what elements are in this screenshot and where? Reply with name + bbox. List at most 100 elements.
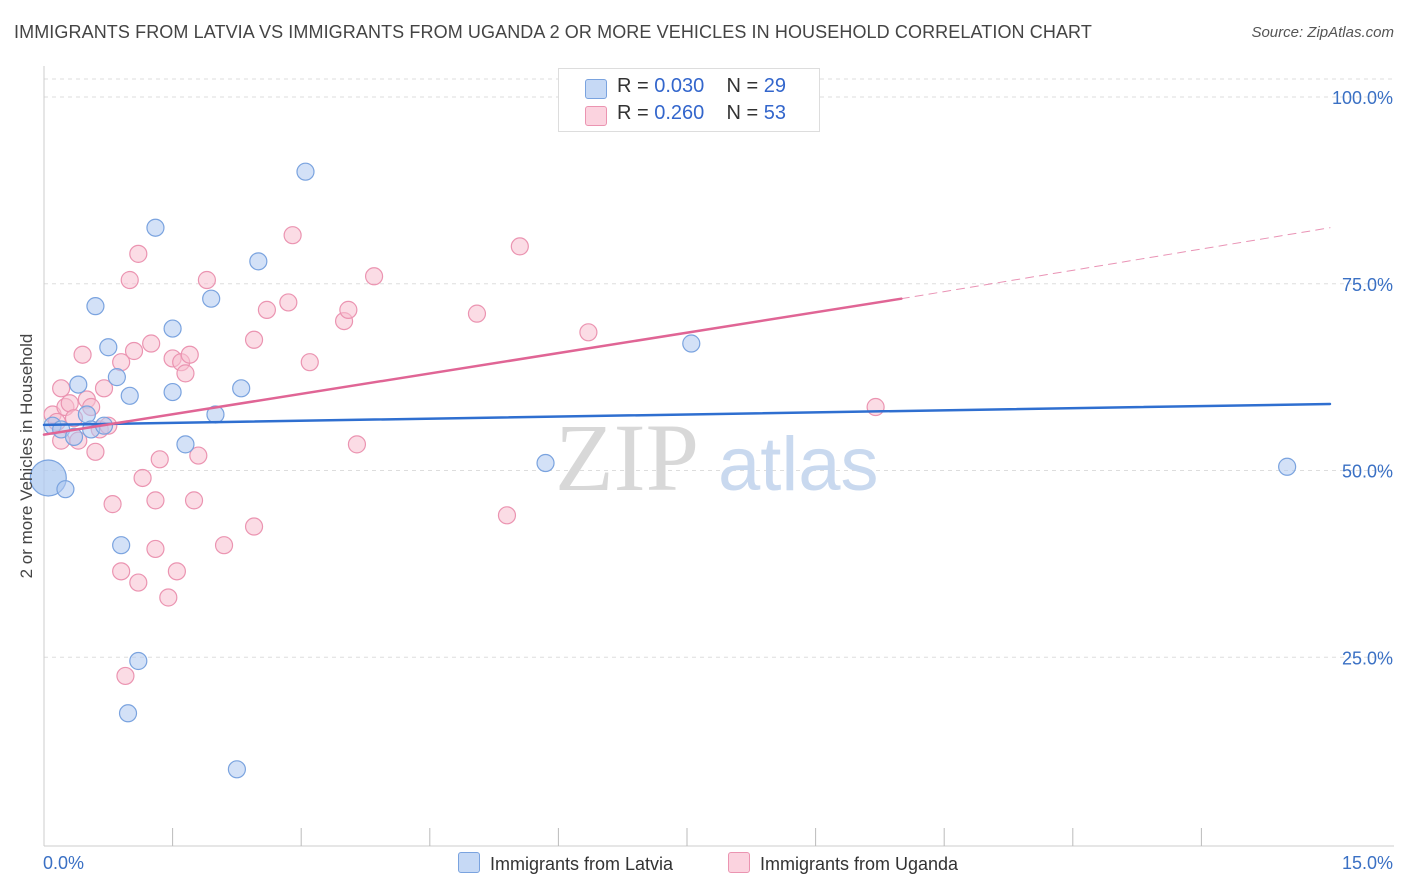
uganda-point <box>257 300 277 319</box>
uganda-point <box>579 323 598 342</box>
tick-labels: 25.0% 50.0% 75.0% 100.0% 0.0% 15.0% <box>43 88 1393 873</box>
watermark-atlas: atlas <box>718 422 879 507</box>
bottom-legend-uganda: Immigrants from Uganda <box>728 852 958 875</box>
legend-latvia-text: R = 0.030 N = 29 <box>617 75 786 98</box>
uganda-point <box>150 450 169 469</box>
uganda-point <box>189 446 208 465</box>
uganda-point <box>467 304 487 323</box>
x-tick-label: 15.0% <box>1342 853 1393 873</box>
watermark-zip: ZIP <box>555 404 699 511</box>
uganda-point <box>197 270 216 290</box>
uganda-point <box>497 506 517 525</box>
latvia-points <box>29 162 1297 779</box>
uganda-point <box>120 270 139 290</box>
uganda-point <box>129 244 148 263</box>
uganda-point <box>103 495 122 514</box>
latvia-point <box>129 651 148 671</box>
bottom-latvia-swatch <box>458 852 480 873</box>
bottom-uganda-label: Immigrants from Uganda <box>760 854 959 874</box>
latvia-point <box>202 289 221 308</box>
legend-uganda-n-value: 53 <box>763 102 787 124</box>
legend-latvia-r-value: 0.030 <box>654 75 705 97</box>
uganda-point <box>347 435 367 454</box>
latvia-point <box>163 319 182 338</box>
uganda-points <box>43 226 885 686</box>
latvia-point <box>56 480 75 499</box>
legend-latvia-n-value: 29 <box>763 75 787 97</box>
uganda-trend-line <box>42 297 903 436</box>
y-tick-label: 50.0% <box>1342 462 1393 482</box>
latvia-point <box>120 386 139 405</box>
latvia-point <box>296 162 315 181</box>
y-tick-label: 25.0% <box>1342 648 1393 668</box>
latvia-point <box>249 252 268 271</box>
latvia-point <box>69 375 88 394</box>
uganda-point <box>279 293 298 312</box>
uganda-point <box>244 330 264 349</box>
correlation-legend: R = 0.030 N = 29 R = 0.260 N = 53 <box>558 68 820 132</box>
uganda-point <box>866 397 885 417</box>
uganda-point <box>60 394 79 413</box>
uganda-point <box>133 468 152 488</box>
uganda-point <box>184 491 204 510</box>
y-axis-label: 2 or more Vehicles in Household <box>17 333 36 579</box>
latvia-point <box>77 405 96 424</box>
latvia-point <box>176 435 195 454</box>
latvia-point <box>682 334 701 353</box>
uganda-point <box>73 345 92 364</box>
uganda-point <box>159 588 178 607</box>
uganda-point <box>180 345 199 364</box>
latvia-point <box>227 760 246 779</box>
latvia-trend-line <box>42 402 1332 427</box>
latvia-swatch <box>585 79 607 99</box>
y-tick-label: 100.0% <box>1332 88 1393 108</box>
legend-latvia-n-label: N = <box>726 75 764 97</box>
uganda-point <box>129 573 148 592</box>
uganda-point <box>142 334 161 353</box>
uganda-point <box>339 300 358 319</box>
source-credit: Source: ZipAtlas.com <box>1251 24 1394 41</box>
uganda-point <box>94 379 114 398</box>
chart-title: IMMIGRANTS FROM LATVIA VS IMMIGRANTS FRO… <box>14 22 1092 42</box>
bottom-legend-latvia: Immigrants from Latvia <box>458 852 673 875</box>
bottom-uganda-swatch <box>728 852 750 873</box>
uganda-point <box>364 267 384 286</box>
uganda-point <box>300 353 319 372</box>
latvia-point <box>107 368 126 387</box>
watermark: ZIP atlas <box>555 404 879 511</box>
axes <box>43 66 1394 847</box>
x-tick-label: 0.0% <box>43 853 84 873</box>
latvia-point <box>99 338 118 357</box>
legend-uganda-r-label: R = <box>617 102 655 124</box>
uganda-point <box>167 562 186 581</box>
uganda-trend-line-extension <box>900 227 1331 300</box>
uganda-point <box>283 226 302 245</box>
latvia-point <box>163 382 182 402</box>
uganda-swatch <box>585 106 607 126</box>
legend-uganda-r-value: 0.260 <box>654 102 705 124</box>
grid-lines <box>44 78 1394 658</box>
legend-uganda-text: R = 0.260 N = 53 <box>617 102 786 125</box>
uganda-point <box>112 562 131 581</box>
latvia-point <box>118 704 138 723</box>
latvia-point <box>64 427 84 446</box>
uganda-point <box>214 536 234 555</box>
uganda-point <box>116 666 135 686</box>
uganda-point <box>146 539 165 559</box>
uganda-point <box>510 237 529 256</box>
latvia-point <box>1278 457 1297 476</box>
y-tick-label: 75.0% <box>1342 275 1393 295</box>
latvia-point <box>86 297 105 316</box>
legend-uganda-n-label: N = <box>726 102 764 124</box>
legend-latvia-r-label: R = <box>617 75 655 97</box>
trend-lines <box>42 227 1332 436</box>
uganda-point <box>86 442 105 461</box>
uganda-point <box>244 517 264 536</box>
latvia-point <box>146 218 165 237</box>
uganda-point <box>176 364 195 383</box>
latvia-point <box>232 379 251 398</box>
uganda-point <box>124 341 144 361</box>
uganda-point <box>52 379 71 398</box>
uganda-point <box>146 491 165 510</box>
